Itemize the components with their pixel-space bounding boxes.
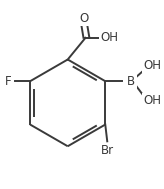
Text: OH: OH: [100, 31, 118, 44]
Text: OH: OH: [144, 59, 162, 72]
Text: F: F: [5, 75, 12, 88]
Text: OH: OH: [144, 94, 162, 107]
Text: O: O: [80, 12, 89, 25]
Text: B: B: [127, 75, 135, 88]
Text: Br: Br: [101, 144, 114, 157]
